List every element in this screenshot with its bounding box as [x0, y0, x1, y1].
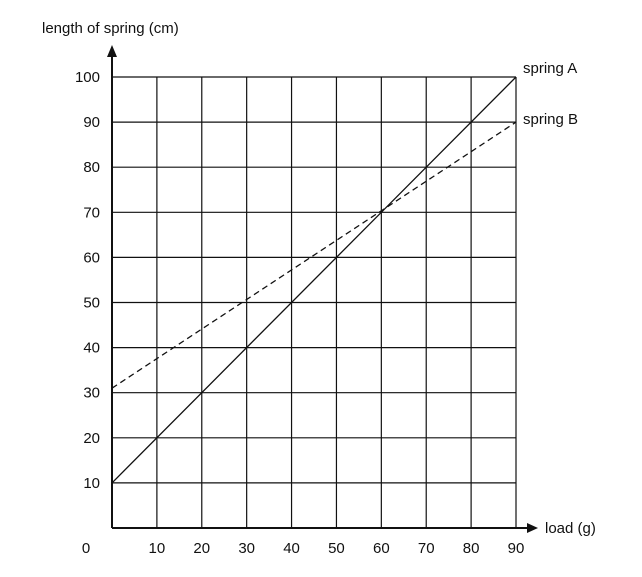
y-tick-label: 10 [83, 475, 100, 492]
y-axis-title: length of spring (cm) [42, 20, 179, 37]
y-tick-label: 70 [83, 204, 100, 221]
x-tick-label: 60 [373, 540, 390, 557]
y-tick-label: 30 [83, 385, 100, 402]
x-tick-label: 90 [508, 540, 525, 557]
x-tick-label: 80 [463, 540, 480, 557]
y-tick-label: 90 [83, 114, 100, 131]
tick-labels: 10 20 30 40 50 60 70 80 90 10 20 30 40 50 60 70 80 90 100 [75, 69, 524, 557]
y-tick-label: 40 [83, 340, 100, 357]
y-tick-label: 80 [83, 159, 100, 176]
x-axis-arrowhead [527, 523, 538, 533]
series-labels: spring A spring B [523, 60, 578, 128]
x-tick-label: 20 [193, 540, 210, 557]
y-axis-arrowhead [107, 45, 117, 57]
x-axis-title: load (g) [545, 520, 596, 537]
origin-label: 0 [82, 540, 90, 557]
x-tick-label: 40 [283, 540, 300, 557]
grid [112, 76, 517, 528]
series-line-spring-a [111, 76, 517, 484]
y-tick-label: 60 [83, 249, 100, 266]
axes [107, 45, 538, 533]
x-tick-label: 30 [238, 540, 255, 557]
series-label: spring B [523, 111, 578, 128]
x-tick-label: 10 [149, 540, 166, 557]
series-lines [111, 76, 517, 484]
x-tick-label: 50 [328, 540, 345, 557]
y-tick-label: 20 [83, 430, 100, 447]
series-label: spring A [523, 60, 577, 77]
y-tick-label: 50 [83, 295, 100, 312]
x-tick-label: 70 [418, 540, 435, 557]
series-line-spring-b [111, 121, 517, 389]
y-tick-label: 100 [75, 69, 100, 86]
